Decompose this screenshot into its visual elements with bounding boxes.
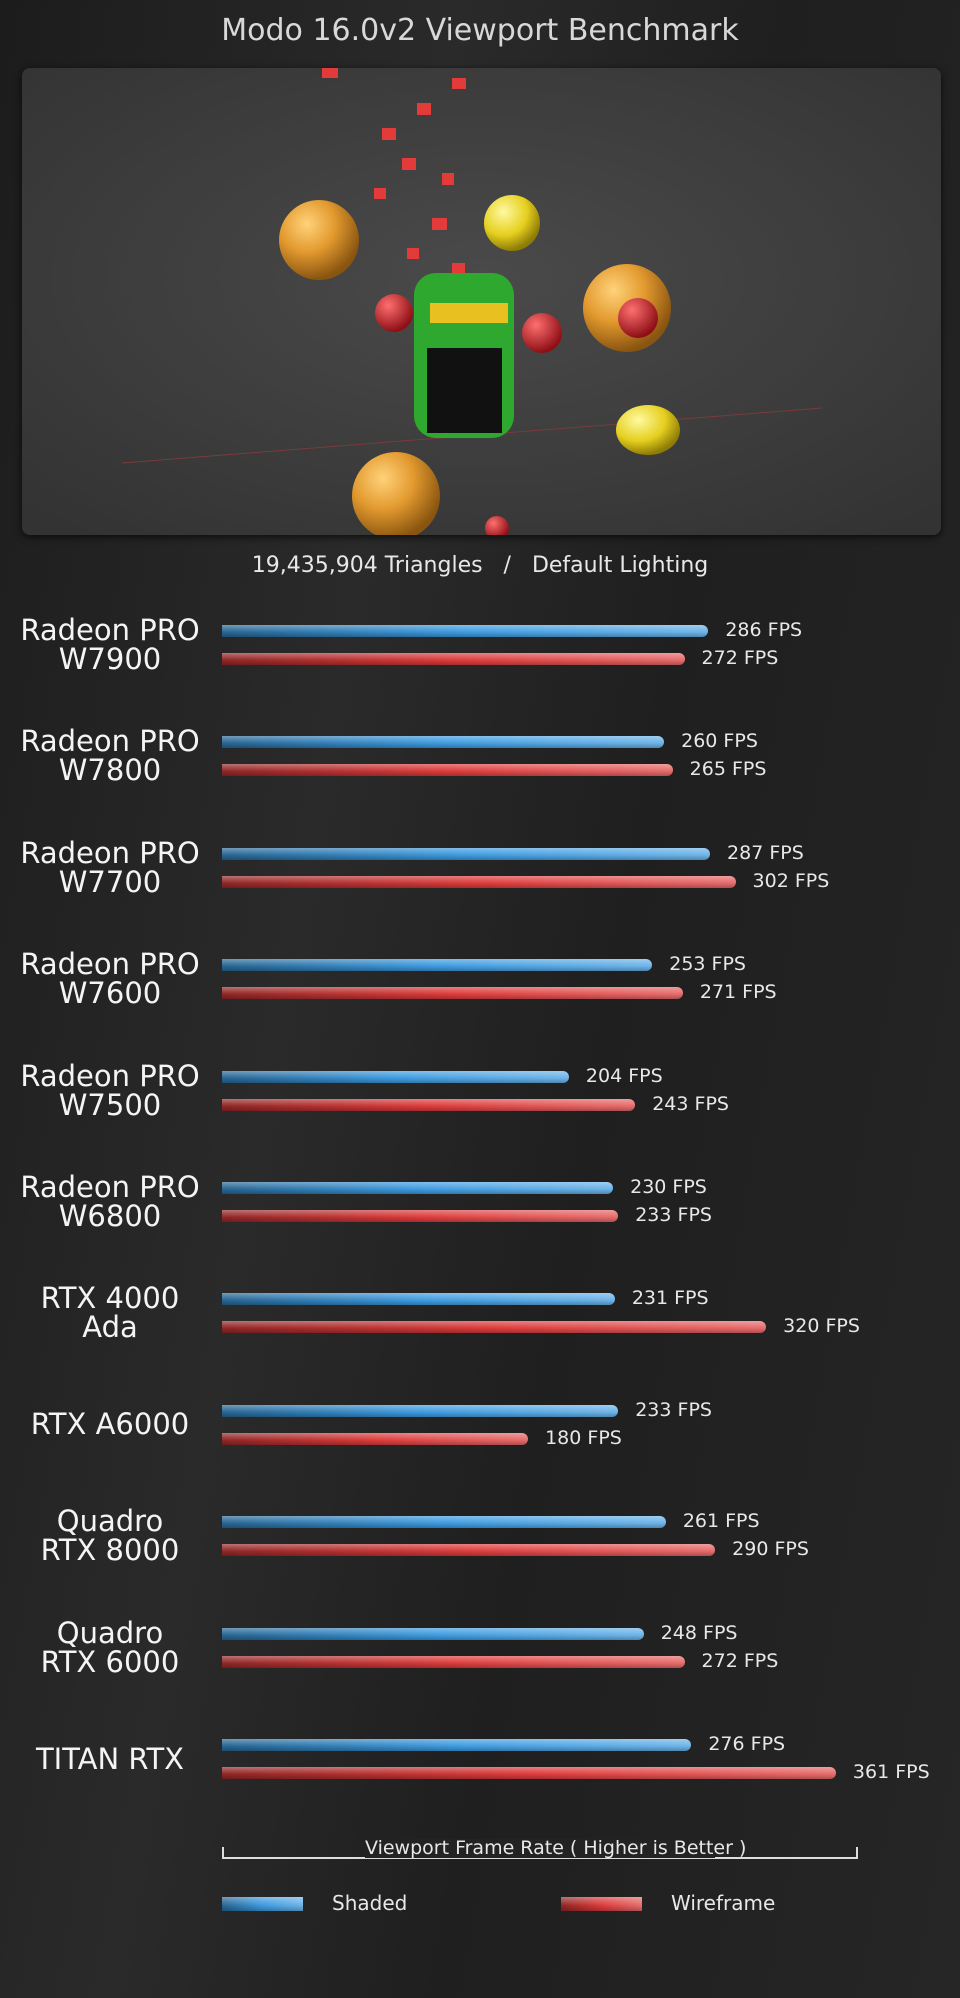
category-label: Radeon PRO W7500 <box>20 1058 200 1122</box>
legend-swatch <box>561 1897 642 1911</box>
value-label: 260 FPS <box>681 730 758 753</box>
value-label: 231 FPS <box>631 1287 709 1310</box>
axis-title: Viewport Frame Rate ( Higher is Better ) <box>365 1837 747 1859</box>
bar <box>222 1432 529 1445</box>
category-label: Radeon PRO W7900 <box>20 613 200 676</box>
axis-bracket <box>222 1847 858 1859</box>
bar <box>222 1098 636 1111</box>
chart-subtitle: 19,435,904 Triangles / Default Lighting <box>251 553 709 578</box>
viewport-scene <box>22 68 941 535</box>
category-label: Quadro RTX 8000 <box>40 1504 180 1568</box>
value-label: 243 FPS <box>652 1092 729 1115</box>
value-label: 272 FPS <box>701 647 779 669</box>
legend-label: Shaded <box>332 1891 408 1915</box>
value-label: 286 FPS <box>725 619 803 641</box>
bar <box>222 987 683 1000</box>
bar <box>222 764 673 777</box>
value-label: 230 FPS <box>630 1176 707 1198</box>
category-label: RTX 4000 Ada <box>40 1281 180 1345</box>
value-label: 233 FPS <box>635 1204 712 1226</box>
value-label: 320 FPS <box>783 1315 860 1338</box>
bar <box>222 1544 716 1557</box>
value-label: 287 FPS <box>727 841 804 864</box>
bar <box>222 1404 619 1417</box>
bar <box>222 653 685 665</box>
bar <box>222 1627 644 1640</box>
bar <box>222 1070 569 1083</box>
bar <box>222 1767 836 1779</box>
legend-label: Wireframe <box>671 1891 776 1915</box>
value-label: 180 FPS <box>545 1426 622 1449</box>
category-label: Radeon PRO W7600 <box>20 947 200 1011</box>
bar <box>222 1182 614 1194</box>
category-label: TITAN RTX <box>35 1741 185 1776</box>
bar <box>222 1516 666 1529</box>
category-label: Radeon PRO W6800 <box>20 1170 200 1233</box>
value-label: 261 FPS <box>682 1510 760 1533</box>
value-label: 361 FPS <box>852 1761 930 1783</box>
category-label: RTX A6000 <box>30 1407 190 1442</box>
bar <box>222 1739 692 1751</box>
value-label: 290 FPS <box>732 1538 809 1561</box>
bar <box>222 847 711 860</box>
value-label: 233 FPS <box>635 1398 712 1421</box>
bar <box>222 1293 615 1306</box>
value-label: 248 FPS <box>660 1621 738 1644</box>
value-label: 276 FPS <box>708 1733 786 1755</box>
bar <box>222 736 665 749</box>
category-label: Radeon PRO W7800 <box>20 724 200 788</box>
bar <box>222 875 736 888</box>
category-label: Quadro RTX 6000 <box>40 1615 180 1679</box>
chart-title: Modo 16.0v2 Viewport Benchmark <box>221 13 739 48</box>
viewport-render <box>22 68 941 535</box>
bar <box>222 625 709 637</box>
category-label: Radeon PRO W7700 <box>20 835 200 899</box>
value-label: 302 FPS <box>752 869 830 892</box>
bar <box>222 1210 619 1222</box>
legend-swatch <box>222 1897 303 1911</box>
bar <box>222 959 653 972</box>
bar <box>222 1655 685 1668</box>
value-label: 272 FPS <box>701 1649 779 1672</box>
bar <box>222 1321 767 1334</box>
value-label: 204 FPS <box>585 1064 663 1087</box>
value-label: 253 FPS <box>669 953 746 976</box>
value-label: 265 FPS <box>689 758 767 781</box>
value-label: 271 FPS <box>699 981 777 1004</box>
